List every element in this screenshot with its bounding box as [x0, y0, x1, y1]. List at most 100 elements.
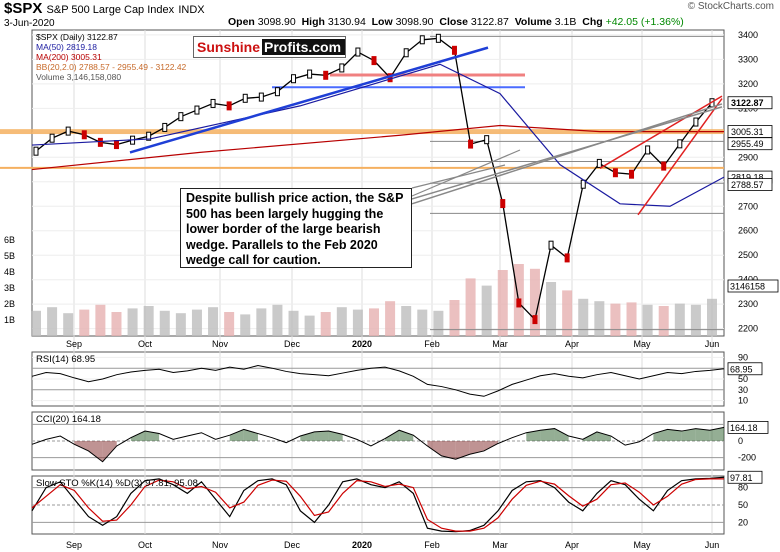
wedge-lower-red [637, 98, 723, 216]
cci-fill [667, 429, 682, 441]
rsi-badge-label: 68.95 [730, 364, 753, 374]
price-tick-label: 2200 [738, 324, 758, 334]
chart-date: 3-Jun-2020 [4, 18, 55, 29]
volume-bar [674, 303, 685, 336]
cci-title: CCI(20) 164.18 [36, 414, 101, 425]
candle [323, 70, 329, 80]
volume-badge-label: 3146158 [730, 282, 765, 292]
month-label: Nov [212, 339, 229, 349]
candle [645, 145, 651, 155]
price-tick-label: 2700 [738, 201, 758, 211]
candle [307, 69, 313, 79]
high-label: High [301, 16, 325, 28]
month-label-bottom: 2020 [352, 540, 372, 550]
cci-tick-label: -200 [738, 453, 756, 463]
volume-bar [304, 315, 315, 336]
volume-bar [417, 309, 428, 336]
quote-bar: Open 3098.90 High 3130.94 Low 3098.90 Cl… [228, 16, 684, 28]
volume-bar [288, 310, 299, 336]
price-badge-label: 2819.18 [731, 173, 764, 183]
annotation-pointer-2 [411, 164, 506, 189]
volume-tick-label: 2B [4, 299, 15, 309]
volume-bar [63, 313, 74, 336]
cci-fill [455, 441, 470, 460]
month-label-bottom: Apr [565, 540, 579, 550]
candle [242, 93, 248, 103]
volume-bar [707, 298, 717, 336]
rsi-tick-label: 90 [738, 352, 748, 362]
price-badge-box [727, 178, 773, 191]
ma200-line [31, 124, 724, 171]
price-badge-label: 2788.57 [731, 180, 764, 190]
cci-fill [130, 431, 145, 441]
price-badge: 3122.87 [727, 96, 773, 110]
price-tick-label: 2900 [738, 152, 758, 162]
candle [162, 122, 168, 132]
cci-fill [709, 427, 724, 441]
volume-bar [208, 307, 219, 336]
candle [274, 87, 280, 97]
cci-fill [681, 428, 696, 441]
annotation-box: Despite bullish price action, the S&P 50… [180, 188, 412, 268]
month-label-bottom: Sep [66, 540, 82, 550]
price-tick-label: 3300 [738, 54, 758, 64]
volume-bar [352, 309, 363, 336]
sto-badge-label: 97.81 [730, 473, 753, 483]
month-label: Sep [66, 339, 82, 349]
candle [516, 298, 522, 308]
legend-entry: BB(20,2.0) 2788.57 - 2955.49 - 3122.42 [36, 62, 187, 72]
month-label: Mar [492, 339, 508, 349]
candle [661, 161, 667, 171]
annotation-pointer [411, 149, 521, 197]
cci-fill [554, 428, 569, 441]
wedge-border-gray [411, 106, 723, 200]
sto-line-k [31, 476, 725, 533]
volume-bar [529, 268, 540, 336]
volume-tick-label: 1B [4, 315, 15, 325]
cci-fill [399, 430, 414, 441]
candle [435, 33, 441, 43]
volume-bar [336, 307, 347, 336]
cci-fill [540, 428, 555, 441]
candle [484, 135, 490, 145]
open-label: Open [228, 16, 255, 28]
rsi-badge-box [727, 362, 763, 376]
volume-bar [240, 314, 251, 336]
candle [258, 92, 264, 102]
price-badge-box [727, 137, 773, 151]
price-badge-label: 3005.31 [731, 127, 764, 137]
volume-bar [47, 307, 58, 336]
cci-line [31, 426, 725, 463]
volume-value: 3.1B [554, 16, 577, 28]
candle [178, 112, 184, 122]
cci-fill [88, 441, 103, 462]
cci-fill [441, 441, 456, 460]
candle [97, 137, 103, 147]
volume-bar [175, 313, 186, 336]
month-label-bottom: Feb [424, 540, 440, 550]
volume-bar [497, 270, 508, 336]
chart-title: $SPX S&P 500 Large Cap Index INDX [4, 0, 205, 17]
volume-bar [111, 312, 122, 336]
cci-fill [695, 428, 710, 441]
volume-bar [433, 310, 444, 336]
volume-bar [191, 309, 202, 336]
volume-bar [401, 306, 412, 336]
cci-fill [653, 429, 668, 441]
candle [291, 74, 297, 84]
candle [564, 253, 570, 263]
price-badge: 3005.31 [727, 125, 773, 138]
month-label-bottom: Jun [705, 540, 720, 550]
price-tick-label: 3200 [738, 79, 758, 89]
cci-fill [596, 431, 612, 441]
volume-bar [95, 304, 106, 336]
cci-badge-label: 164.18 [730, 423, 758, 433]
rsi-tick-label: 30 [738, 385, 748, 395]
legend-entry: $SPX (Daily) 3122.87 [36, 32, 118, 42]
month-label: Dec [284, 339, 301, 349]
volume-bar [320, 312, 331, 336]
cci-fill [74, 441, 89, 451]
volume-bar [594, 301, 605, 336]
month-label-bottom: Nov [212, 540, 229, 550]
chg-label: Chg [582, 16, 603, 28]
